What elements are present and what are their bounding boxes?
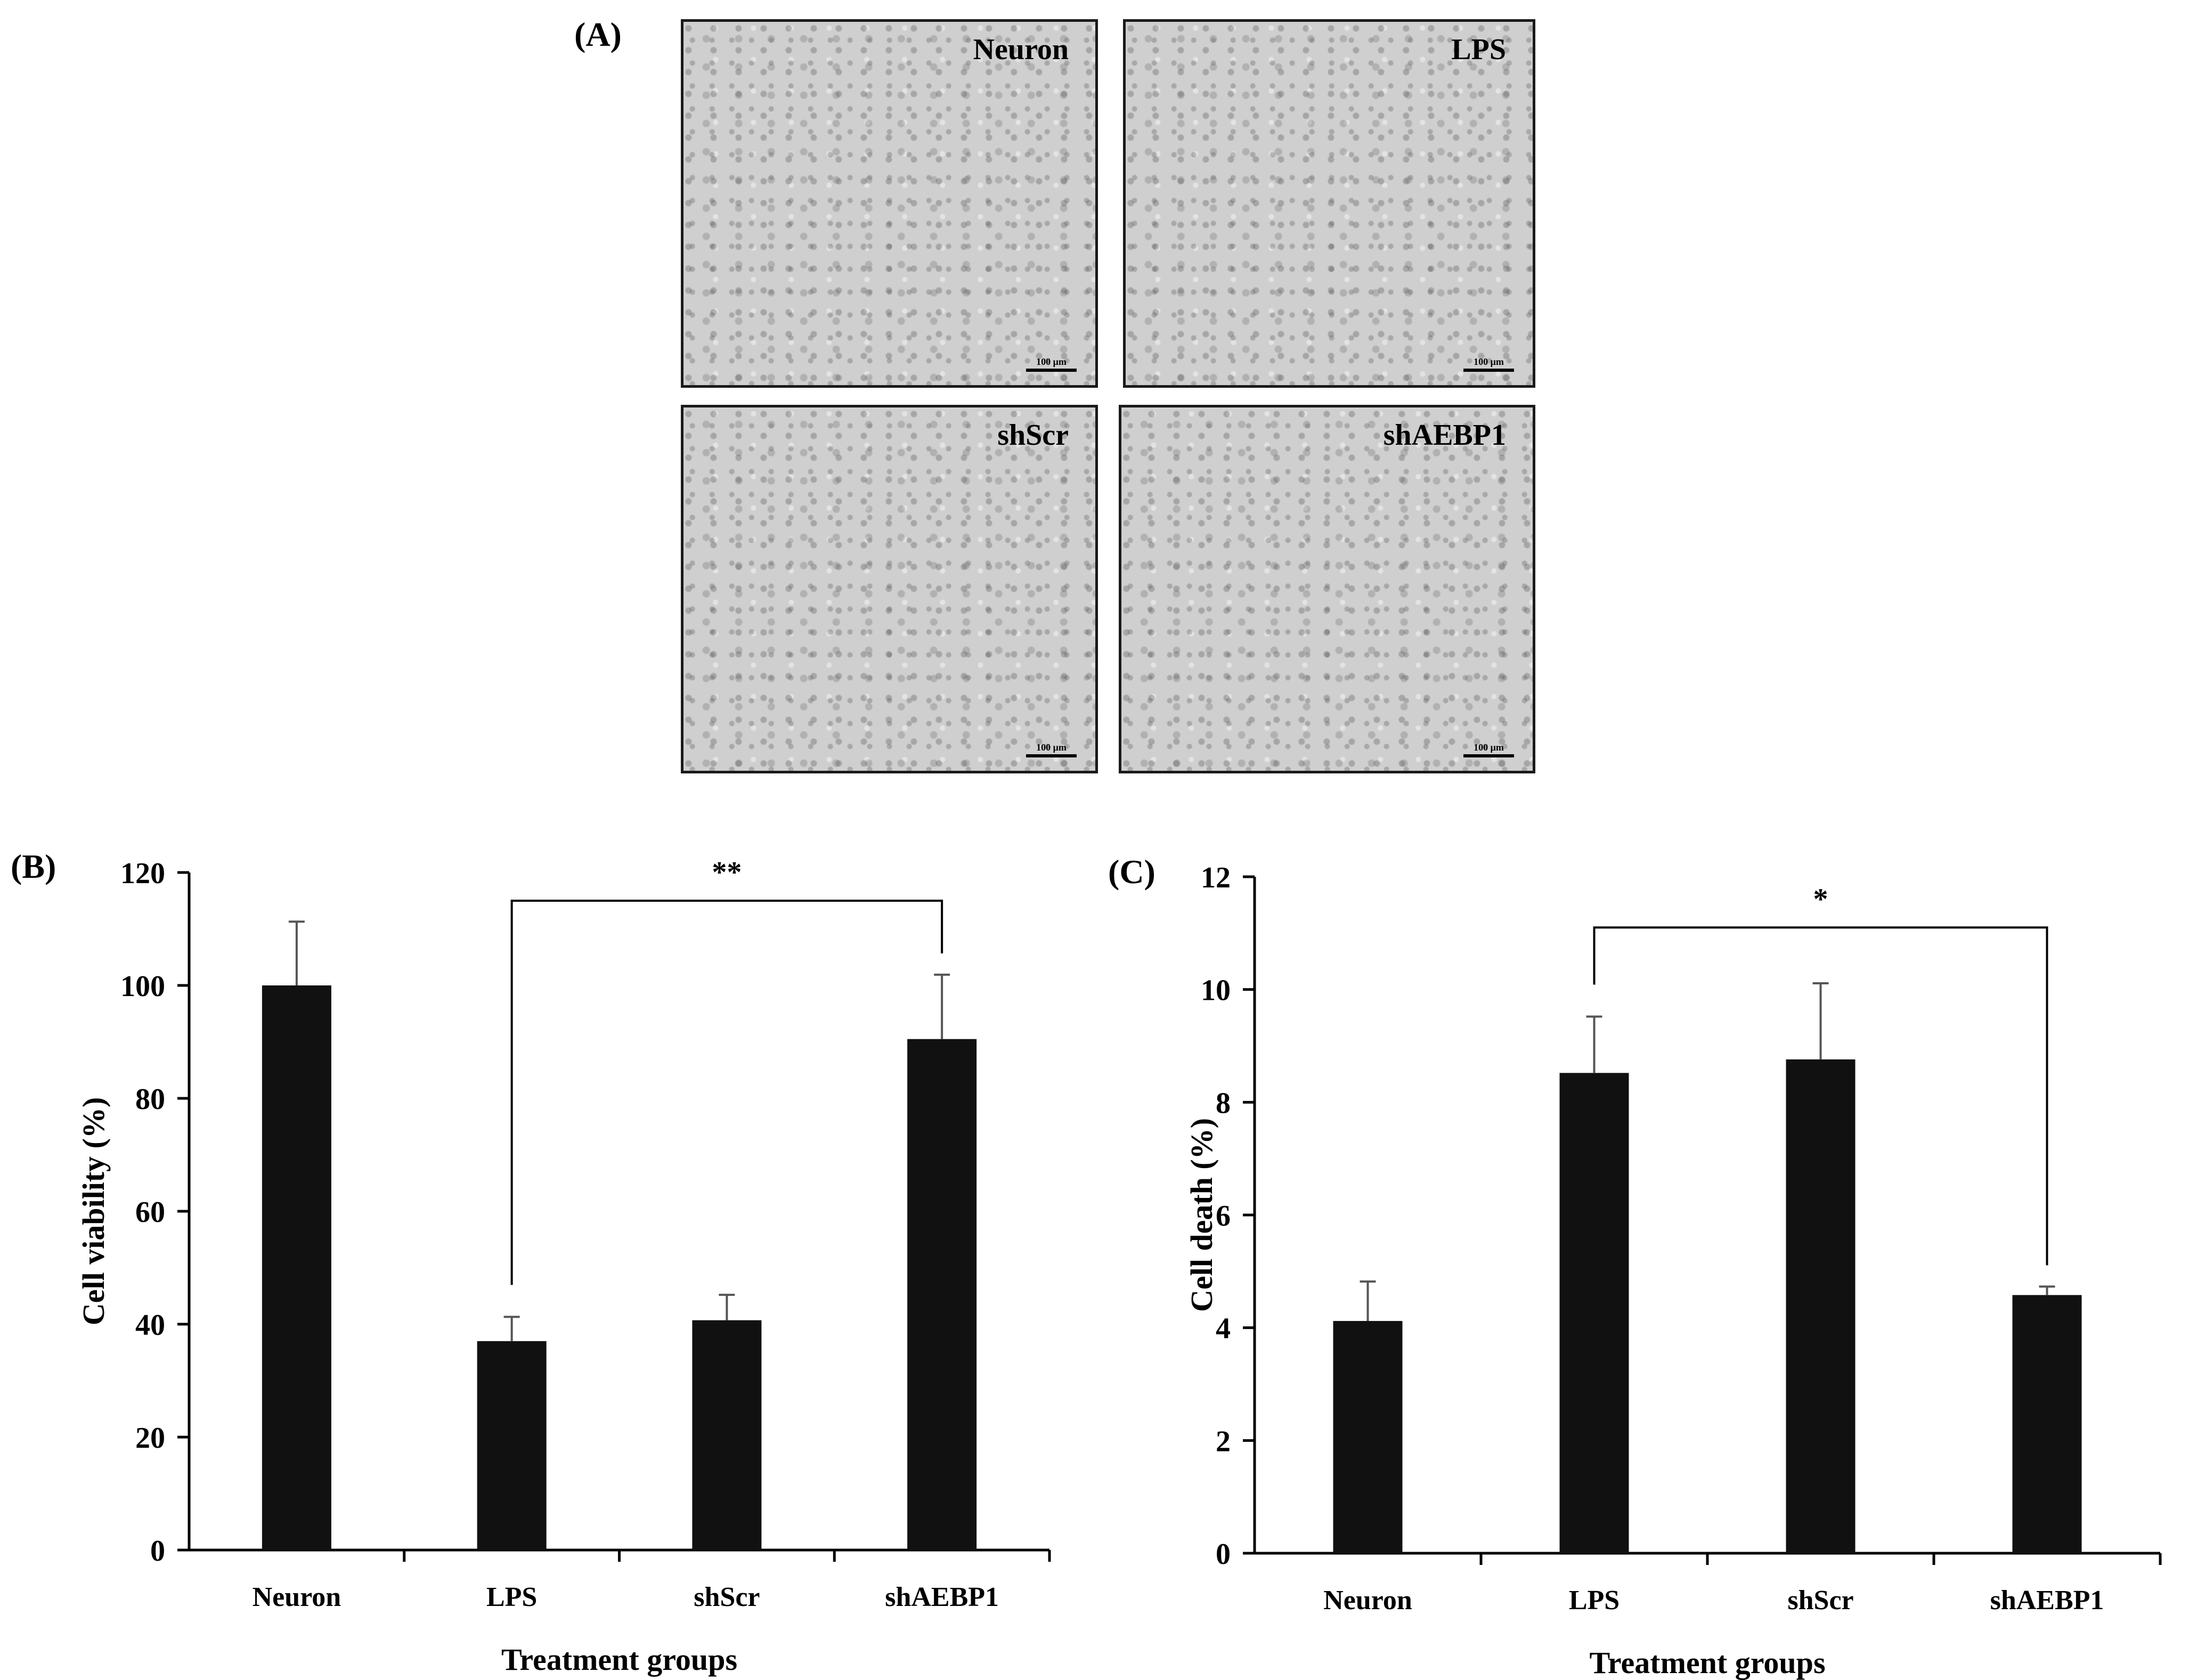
y-tick-label: 10 [1201, 974, 1231, 1007]
bar-shaebp1 [2012, 1295, 2082, 1553]
scale-bar: 100 μm [1463, 356, 1514, 372]
significance-label: ** [712, 856, 742, 889]
x-axis-title: Treatment groups [501, 1642, 737, 1677]
micrograph-neuron: Neuron 100 μm [681, 19, 1098, 388]
y-tick-label: 100 [120, 970, 165, 1003]
panel-c-label: (C) [1108, 853, 1155, 891]
scale-bar-label: 100 μm [1474, 356, 1504, 367]
y-tick-label: 4 [1216, 1312, 1231, 1345]
y-tick-label: 0 [1216, 1538, 1231, 1571]
scale-bar-line [1463, 754, 1514, 757]
scale-bar-line [1463, 369, 1514, 372]
micrograph-shscr: shScr 100 μm [681, 405, 1098, 773]
bar-shaebp1 [907, 1039, 977, 1550]
scale-bar-line [1026, 369, 1077, 372]
y-axis-title: Cell viability (%) [76, 1097, 111, 1326]
x-tick-label: LPS [486, 1582, 537, 1612]
y-axis-title: Cell death (%) [1184, 1118, 1219, 1312]
micrograph-label: shAEBP1 [1383, 419, 1506, 452]
y-tick-label: 80 [135, 1083, 165, 1116]
scale-bar: 100 μm [1463, 742, 1514, 757]
micrograph-lps: LPS 100 μm [1123, 19, 1535, 388]
chart-cell-viability: 0 20 40 60 80 100 120 Neuron LPS shScr shAEBP1 ** Tr… [76, 856, 1051, 1677]
scale-bar: 100 μm [1026, 742, 1077, 757]
scale-bar-label: 100 μm [1474, 742, 1504, 753]
significance-bracket [510, 900, 943, 1285]
x-tick-label: Neuron [253, 1582, 341, 1612]
x-tick-label: Neuron [1323, 1585, 1412, 1616]
y-tick-label: 60 [135, 1196, 165, 1229]
micrograph-label: LPS [1451, 33, 1506, 66]
chart-cell-death: 0 2 4 6 8 10 12 Neuron LPS shScr shAEBP1 * Treatment… [1184, 861, 2162, 1680]
significance-label: * [1813, 883, 1828, 916]
micrograph-shaebp1: shAEBP1 100 μm [1119, 405, 1535, 773]
scale-bar-label: 100 μm [1036, 742, 1067, 753]
y-tick-label: 0 [150, 1535, 165, 1568]
micrograph-label: shScr [997, 419, 1069, 452]
x-tick-label: shAEBP1 [1990, 1585, 2104, 1616]
scale-bar-line [1026, 754, 1077, 757]
y-tick-label: 12 [1201, 861, 1231, 894]
y-tick-label: 6 [1216, 1200, 1231, 1233]
y-tick-label: 40 [135, 1309, 165, 1342]
bar-neuron [1333, 1320, 1403, 1553]
bar-lps [1559, 1073, 1629, 1553]
scale-bar-label: 100 μm [1036, 356, 1067, 367]
bar-lps [477, 1341, 547, 1550]
y-tick-label: 120 [120, 857, 165, 890]
bar-shscr [1786, 1059, 1856, 1553]
x-tick-label: shScr [694, 1582, 760, 1612]
y-tick-label: 8 [1216, 1087, 1231, 1120]
y-tick-label: 20 [135, 1422, 165, 1455]
x-tick-label: shAEBP1 [885, 1582, 999, 1612]
micrograph-label: Neuron [973, 33, 1069, 66]
panel-a-label: (A) [574, 15, 622, 53]
scale-bar: 100 μm [1026, 356, 1077, 372]
x-axis-title: Treatment groups [1589, 1645, 1825, 1680]
x-tick-label: LPS [1569, 1585, 1620, 1616]
bar-shscr [692, 1320, 762, 1550]
significance-bracket [1593, 926, 2048, 1266]
panel-b-label: (B) [11, 847, 56, 885]
x-tick-label: shScr [1787, 1585, 1853, 1616]
y-tick-label: 2 [1216, 1425, 1231, 1458]
bar-neuron [262, 985, 331, 1550]
